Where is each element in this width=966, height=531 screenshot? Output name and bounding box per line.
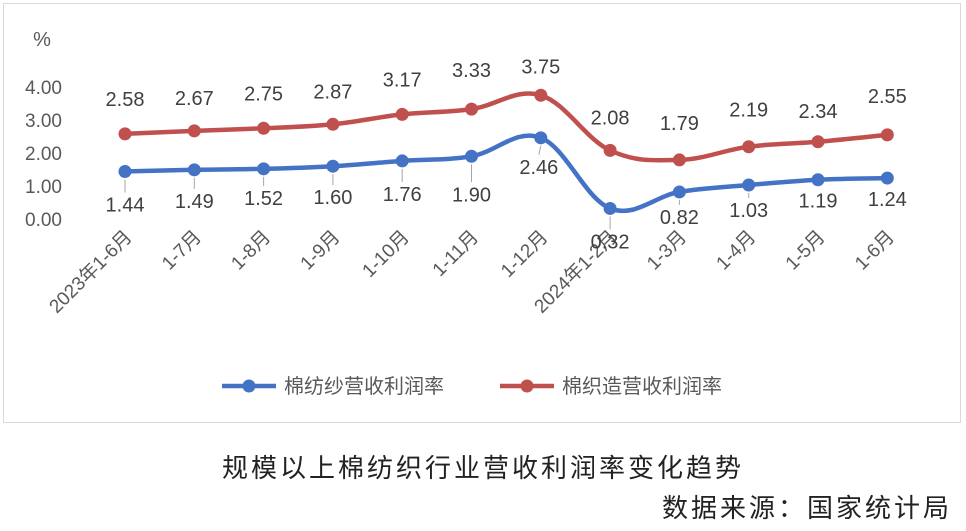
y-tick-label: 0.00 [25, 210, 62, 231]
x-tick-label: 1-10月 [359, 227, 414, 282]
cotton-spinning-point [672, 185, 686, 199]
cotton-weaving-data-label: 2.87 [313, 81, 352, 103]
x-tick-label: 1-4月 [713, 227, 761, 275]
cotton-spinning-data-label: 1.52 [244, 188, 283, 210]
cotton-spinning-data-label: 1.44 [106, 194, 145, 216]
figure-caption-title: 规模以上棉纺织行业营收利润率变化趋势 [221, 454, 744, 484]
cotton-weaving-point [603, 143, 617, 157]
cotton-spinning-point [257, 162, 271, 176]
cotton-weaving-point [672, 153, 686, 167]
cotton-spinning-point [534, 131, 548, 145]
x-tick-label: 1-11月 [429, 227, 483, 281]
cotton-weaving-point [880, 128, 894, 142]
figure-source: 数据来源：国家统计局 [662, 488, 952, 525]
cotton-weaving-data-label: 2.55 [868, 86, 907, 108]
x-tick-label: 1-8月 [227, 227, 275, 275]
cotton-weaving-data-label: 2.08 [591, 107, 630, 129]
cotton-spinning-legend-marker [242, 379, 256, 393]
cotton-spinning-data-label: 1.03 [729, 200, 768, 222]
cotton-spinning-data-label: 1.49 [175, 191, 214, 213]
cotton-weaving-data-label: 3.75 [521, 56, 560, 78]
cotton-weaving-point [742, 140, 756, 154]
cotton-weaving-point [534, 88, 548, 102]
cotton-spinning-data-label: 0.32 [591, 231, 630, 253]
cotton-weaving-point [811, 135, 825, 149]
source-value: 国家统计局 [806, 494, 952, 524]
x-tick-label: 1-3月 [643, 227, 691, 275]
source-label: 数据来源： [661, 494, 807, 524]
cotton-weaving-point [118, 127, 132, 141]
cotton-weaving-point [326, 117, 340, 131]
cotton-weaving-data-label: 2.34 [799, 101, 838, 123]
cotton-weaving-data-label: 1.79 [660, 113, 699, 135]
y-tick-label: 1.00 [25, 177, 62, 198]
cotton-weaving-data-label: 3.33 [452, 60, 491, 82]
cotton-spinning-data-label: 1.90 [452, 184, 491, 206]
chart-frame [3, 3, 961, 423]
cotton-spinning-point [326, 159, 340, 173]
cotton-spinning-data-label: 1.60 [313, 187, 352, 209]
cotton-spinning-legend-label: 棉纺纱营收利润率 [284, 375, 444, 398]
cotton-weaving-point [257, 121, 271, 135]
cotton-spinning-point [118, 164, 132, 178]
cotton-weaving-point [395, 107, 409, 121]
cotton-spinning-data-label: 0.82 [660, 207, 699, 229]
cotton-spinning-point [603, 201, 617, 215]
cotton-weaving-data-label: 3.17 [383, 69, 422, 91]
cotton-spinning-data-label: 1.19 [799, 191, 838, 213]
y-tick-label: 3.00 [25, 111, 62, 132]
x-tick-label: 1-6月 [851, 227, 899, 275]
cotton-weaving-line [122, 91, 890, 163]
cotton-weaving-data-label: 2.75 [244, 83, 283, 105]
x-tick-label: 1-5月 [782, 227, 830, 275]
cotton-weaving-point [465, 102, 478, 116]
y-tick-label: 4.00 [25, 78, 62, 99]
y-axis-unit-label: % [33, 29, 51, 51]
x-tick-label: 1-12月 [497, 227, 552, 282]
cotton-weaving-legend-label: 棉织造营收利润率 [562, 375, 722, 398]
cotton-spinning-data-label: 1.76 [383, 184, 422, 206]
cotton-spinning-line [122, 133, 890, 214]
cotton-weaving-data-label: 2.58 [106, 89, 145, 111]
cotton-spinning-point [742, 178, 756, 192]
cotton-spinning-label-leader [538, 145, 542, 155]
cotton-weaving-legend-marker [520, 379, 534, 393]
y-tick-label: 2.00 [25, 144, 62, 165]
cotton-spinning-point [395, 154, 409, 168]
cotton-spinning-point [465, 149, 478, 163]
cotton-spinning-point [811, 173, 825, 187]
x-tick-label: 1-9月 [297, 227, 345, 275]
cotton-spinning-data-label: 2.46 [519, 157, 558, 179]
cotton-weaving-data-label: 2.67 [175, 88, 214, 110]
line-chart: % 0.00 1.00 2.00 3.00 4.00 2023年1-6月 1-7月 1-8月 1-… [25, 29, 907, 398]
x-tick-label: 1-7月 [158, 227, 206, 275]
cotton-weaving-point [187, 124, 201, 138]
cotton-spinning-point [187, 163, 201, 177]
x-tick-label: 2023年1-6月 [45, 226, 137, 318]
cotton-weaving-data-label: 2.19 [729, 100, 768, 122]
cotton-spinning-point [880, 171, 894, 185]
cotton-spinning-data-label: 1.24 [868, 189, 907, 211]
